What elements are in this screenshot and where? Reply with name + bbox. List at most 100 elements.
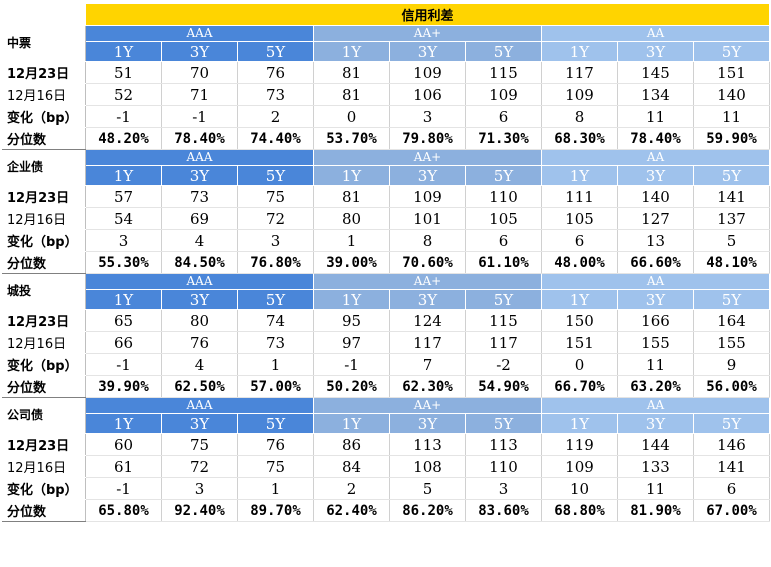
group-header-row: 公司债 AAA AA+ AA [2,397,770,434]
value-cell: 75 [237,185,314,208]
value-cell: 60 [85,433,162,456]
value-cell: 155 [693,331,770,354]
row-label: 变化（bp） [2,353,86,376]
value-cell: 105 [541,207,618,230]
value-cell: 65 [85,309,162,332]
table-row: 12月23日 51 70 76 81 109 115 117 145 151 [2,61,770,84]
value-cell: -1 [85,353,162,376]
value-cell: 76 [237,433,314,456]
value-cell: 72 [161,455,238,478]
tenor-label: 5Y [465,165,542,186]
value-cell: 51 [85,61,162,84]
value-cell: 54 [85,207,162,230]
value-cell: 150 [541,309,618,332]
value-cell: 164 [693,309,770,332]
row-label: 12月16日 [2,207,86,230]
tenor-label: 1Y [85,413,162,434]
value-cell: 4 [161,353,238,376]
title-blank-cell [2,3,86,26]
value-cell: 110 [465,455,542,478]
tenor-label: 3Y [617,165,694,186]
tenor-label: 3Y [389,41,466,62]
value-cell: 2 [313,477,390,500]
tenor-label: 3Y [617,41,694,62]
value-cell: 63.20% [617,375,694,398]
tenor-label: 5Y [465,41,542,62]
value-cell: 11 [693,105,770,128]
value-cell: 105 [465,207,542,230]
value-cell: 81 [313,61,390,84]
value-cell: 84 [313,455,390,478]
tenor-label: 3Y [617,413,694,434]
tenor-label: 5Y [465,413,542,434]
value-cell: 109 [541,455,618,478]
value-cell: 140 [693,83,770,106]
row-label: 分位数 [2,251,86,274]
value-cell: 8 [389,229,466,252]
value-cell: 68.80% [541,499,618,522]
value-cell: -2 [465,353,542,376]
rating-group-label: AA [541,273,770,290]
value-cell: 66 [85,331,162,354]
value-cell: 80 [161,309,238,332]
value-cell: 4 [161,229,238,252]
tenor-label: 1Y [541,289,618,310]
value-cell: 89.70% [237,499,314,522]
value-cell: 71 [161,83,238,106]
table-row: 12月23日 60 75 76 86 113 113 119 144 146 [2,433,770,456]
value-cell: 75 [237,455,314,478]
value-cell: 76 [161,331,238,354]
value-cell: 6 [465,229,542,252]
tenor-header-row: 1Y 3Y 5Y 1Y 3Y 5Y 1Y 3Y 5Y [3,289,770,310]
value-cell: 3 [237,229,314,252]
value-cell: 0 [541,353,618,376]
tenor-label: 5Y [693,413,770,434]
value-cell: 10 [541,477,618,500]
value-cell: 52 [85,83,162,106]
value-cell: 119 [541,433,618,456]
value-cell: 6 [693,477,770,500]
tenor-label: 1Y [85,165,162,186]
value-cell: 115 [465,61,542,84]
row-label: 12月16日 [2,455,86,478]
value-cell: 113 [389,433,466,456]
section-name: 公司债 [2,397,86,434]
row-label: 12月23日 [2,309,86,332]
value-cell: 55.30% [85,251,162,274]
value-cell: 79.80% [389,127,466,150]
value-cell: 109 [389,61,466,84]
row-label: 分位数 [2,375,86,398]
value-cell: 48.00% [541,251,618,274]
section-name: 中票 [2,25,86,62]
table-row: 变化（bp） -1 4 1 -1 7 -2 0 11 9 [2,353,770,376]
table-row: 12月16日 52 71 73 81 106 109 109 134 140 [2,83,770,106]
value-cell: 137 [693,207,770,230]
row-label: 分位数 [2,127,86,150]
value-cell: -1 [85,477,162,500]
table-row: 分位数 39.90% 62.50% 57.00% 50.20% 62.30% 54.90% 6… [2,375,770,398]
tenor-label: 5Y [237,165,314,186]
row-label: 变化（bp） [2,105,86,128]
value-cell: 141 [693,185,770,208]
row-label: 12月16日 [2,83,86,106]
value-cell: 61.10% [465,251,542,274]
value-cell: 117 [465,331,542,354]
value-cell: 7 [389,353,466,376]
value-cell: 151 [541,331,618,354]
rating-group-label: AA+ [313,149,542,166]
tenor-header-row: 1Y 3Y 5Y 1Y 3Y 5Y 1Y 3Y 5Y [3,165,770,186]
row-label: 变化（bp） [2,229,86,252]
tenor-label: 1Y [313,41,390,62]
value-cell: 8 [541,105,618,128]
value-cell: 3 [85,229,162,252]
value-cell: 115 [465,309,542,332]
value-cell: 68.30% [541,127,618,150]
tenor-label: 1Y [313,413,390,434]
rating-group-label: AA+ [313,397,542,414]
tenor-header-row: 1Y 3Y 5Y 1Y 3Y 5Y 1Y 3Y 5Y [3,413,770,434]
value-cell: 111 [541,185,618,208]
value-cell: 106 [389,83,466,106]
table-title: 信用利差 [85,3,770,26]
row-label: 12月23日 [2,185,86,208]
table-row: 12月23日 57 73 75 81 109 110 111 140 141 [2,185,770,208]
